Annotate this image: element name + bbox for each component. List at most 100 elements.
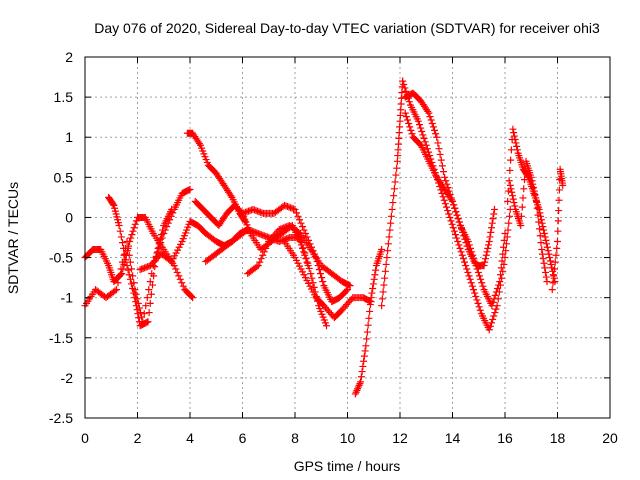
data-point bbox=[354, 385, 362, 393]
data-point bbox=[498, 257, 506, 265]
data-point bbox=[262, 244, 270, 252]
data-point bbox=[543, 240, 551, 248]
data-point bbox=[355, 381, 363, 389]
data-point bbox=[518, 212, 525, 220]
data-point bbox=[458, 251, 466, 259]
data-point bbox=[555, 186, 563, 194]
y-tick-label: -0.5 bbox=[49, 250, 73, 266]
data-point bbox=[140, 310, 148, 318]
data-point bbox=[460, 232, 468, 240]
data-point bbox=[317, 270, 324, 278]
data-point bbox=[133, 306, 141, 314]
data-point bbox=[505, 177, 513, 185]
data-point bbox=[254, 262, 262, 270]
data-point bbox=[446, 213, 454, 221]
data-point bbox=[486, 233, 494, 241]
data-point bbox=[406, 123, 414, 131]
data-point bbox=[491, 291, 499, 299]
data-point bbox=[533, 204, 541, 212]
data-point bbox=[389, 199, 397, 207]
data-point bbox=[260, 248, 268, 256]
data-point bbox=[342, 287, 350, 295]
data-point bbox=[447, 217, 455, 225]
x-tick-label: 20 bbox=[602, 430, 618, 446]
data-point bbox=[520, 185, 528, 193]
data-point bbox=[359, 362, 367, 370]
data-point bbox=[369, 284, 377, 292]
data-point bbox=[450, 227, 458, 235]
data-point bbox=[301, 249, 309, 257]
data-point bbox=[126, 258, 134, 266]
data-point bbox=[294, 212, 302, 220]
y-tick-label: 2 bbox=[65, 49, 73, 65]
data-point bbox=[346, 297, 354, 305]
data-point bbox=[488, 224, 495, 232]
series-sat-j bbox=[281, 238, 375, 322]
data-point bbox=[539, 250, 546, 258]
data-point bbox=[486, 322, 494, 330]
data-point bbox=[408, 130, 416, 138]
series-sat-q bbox=[506, 157, 551, 286]
data-point bbox=[405, 119, 413, 127]
data-point bbox=[354, 383, 362, 391]
data-point bbox=[479, 282, 487, 290]
data-point bbox=[424, 107, 432, 115]
data-point bbox=[114, 279, 122, 287]
data-point bbox=[318, 274, 326, 282]
series-sat-a bbox=[81, 213, 197, 302]
data-point bbox=[365, 314, 373, 322]
data-point bbox=[437, 156, 445, 164]
data-point bbox=[541, 264, 549, 272]
data-point bbox=[551, 265, 558, 273]
data-point bbox=[442, 177, 450, 185]
data-point bbox=[297, 219, 305, 227]
data-point bbox=[326, 309, 334, 317]
data-point bbox=[323, 305, 331, 313]
data-point bbox=[271, 231, 279, 239]
data-point bbox=[378, 295, 386, 303]
data-point bbox=[551, 258, 559, 266]
data-point bbox=[175, 272, 183, 280]
data-point bbox=[508, 188, 516, 196]
data-point bbox=[472, 293, 480, 301]
data-point bbox=[485, 238, 493, 246]
data-point bbox=[341, 302, 349, 310]
data-point bbox=[130, 289, 138, 297]
data-point bbox=[366, 307, 374, 315]
data-point bbox=[401, 109, 409, 117]
x-tick-label: 4 bbox=[186, 430, 194, 446]
data-point bbox=[154, 253, 162, 261]
data-point bbox=[510, 129, 518, 137]
data-point bbox=[449, 197, 456, 205]
series-sat-n bbox=[401, 89, 509, 310]
data-point bbox=[124, 266, 132, 274]
data-point bbox=[407, 126, 415, 134]
x-tick-label: 6 bbox=[239, 430, 247, 446]
data-point bbox=[344, 299, 352, 307]
data-point bbox=[445, 210, 453, 218]
data-point bbox=[509, 192, 516, 200]
x-tick-label: 8 bbox=[291, 430, 299, 446]
data-point bbox=[296, 216, 303, 224]
data-point bbox=[147, 290, 155, 298]
data-point bbox=[542, 273, 550, 281]
data-point bbox=[128, 280, 135, 288]
data-point bbox=[166, 256, 174, 264]
data-point bbox=[178, 279, 186, 287]
data-point bbox=[555, 207, 563, 215]
data-point bbox=[307, 270, 315, 278]
data-point bbox=[554, 217, 562, 225]
data-point bbox=[513, 146, 521, 154]
data-point bbox=[546, 254, 554, 262]
data-point bbox=[272, 229, 280, 237]
data-point bbox=[539, 255, 547, 263]
data-point bbox=[172, 265, 180, 273]
data-point bbox=[491, 309, 499, 317]
data-point bbox=[497, 264, 505, 272]
data-point bbox=[130, 224, 138, 232]
data-point bbox=[485, 326, 493, 334]
data-point bbox=[463, 265, 471, 273]
data-point bbox=[530, 184, 537, 192]
data-point bbox=[449, 224, 457, 232]
data-point bbox=[304, 259, 312, 267]
